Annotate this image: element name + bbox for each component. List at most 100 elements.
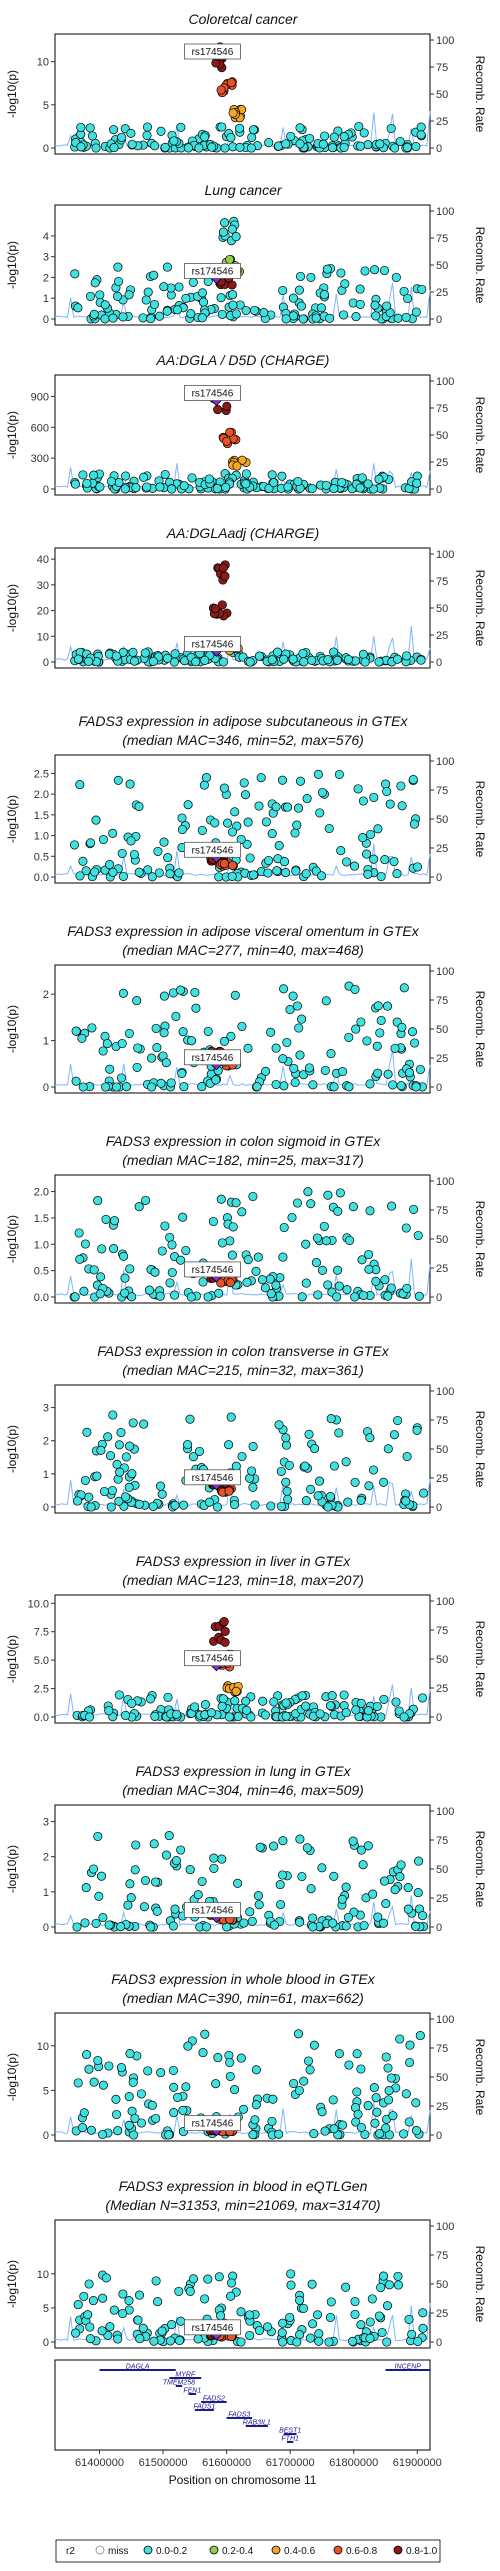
snp-point: [396, 781, 406, 791]
snp-point: [183, 800, 193, 810]
snp-point: [225, 2071, 235, 2081]
snp-point: [356, 1017, 366, 1027]
snp-point: [198, 297, 209, 307]
snp-point: [297, 1691, 307, 1701]
snp-point: [151, 2276, 161, 2286]
snp-point: [169, 2082, 179, 2092]
snp-point: [286, 2280, 296, 2290]
snp-point: [96, 1272, 106, 1282]
snp-point: [239, 1918, 249, 1928]
snp-point: [225, 2057, 235, 2068]
snp-point: [151, 1023, 161, 1033]
snp-point: [281, 868, 291, 878]
snp-point: [162, 306, 172, 316]
y-tick-label: 2: [43, 1436, 49, 1448]
y-tick-label: 1: [43, 1887, 49, 1899]
snp-point: [364, 1264, 374, 1274]
snp-point: [98, 1912, 108, 1923]
snp-point: [78, 2123, 88, 2133]
snp-point: [389, 1430, 399, 1440]
snp-point: [412, 1425, 422, 1435]
y2-tick-label: 50: [436, 2072, 448, 2084]
x-tick-label: 61400000: [75, 2457, 124, 2469]
snp-point: [395, 2034, 405, 2044]
snp-point: [358, 833, 368, 843]
snp-point: [108, 1410, 118, 1420]
snp-point: [302, 794, 312, 804]
snp-point: [333, 1206, 343, 1216]
snp-point: [283, 1494, 293, 1504]
snp-point: [289, 1063, 299, 1073]
snp-point: [329, 484, 339, 494]
snp-point: [183, 2041, 193, 2051]
y2-axis-label: Recomb. Rate: [473, 397, 487, 474]
snp-point: [157, 2326, 167, 2336]
snp-point: [411, 1921, 421, 1931]
snp-point: [321, 1236, 331, 1246]
snp-point: [380, 1275, 390, 1285]
y2-tick-label: 25: [436, 116, 448, 128]
snp-point: [220, 218, 230, 228]
snp-point: [164, 2130, 174, 2140]
snp-point: [322, 264, 332, 274]
snp-point: [294, 1023, 304, 1033]
snp-point: [120, 1492, 131, 1502]
y-tick-label: 1: [43, 1036, 49, 1048]
snp-point: [213, 2053, 223, 2063]
snp-point: [413, 1230, 423, 1241]
snp-point: [378, 2271, 389, 2281]
snp-point: [77, 1033, 87, 1043]
snp-point: [313, 769, 323, 779]
y-tick-label: 0: [43, 657, 49, 669]
gene-label: FADS2: [203, 2396, 225, 2403]
legend-label: 0.6-0.8: [346, 2546, 378, 2557]
snp-point: [266, 1289, 276, 1299]
snp-point: [409, 1204, 419, 1214]
snp-point: [245, 2330, 255, 2340]
y-tick-label: 1: [43, 293, 49, 305]
snp-point: [223, 818, 233, 828]
snp-point: [418, 1911, 428, 1921]
snp-point: [70, 269, 80, 279]
snp-point: [147, 1082, 157, 1092]
snp-point: [123, 1900, 133, 1910]
gene-label: RAB3IL1: [243, 2420, 271, 2427]
snp-point: [213, 405, 223, 415]
snp-point: [319, 1221, 329, 1231]
snp-point: [388, 2111, 398, 2121]
snp-point: [194, 1446, 205, 1456]
y2-tick-label: 25: [436, 1893, 448, 1905]
snp-point: [160, 1221, 170, 1231]
snp-point: [170, 1290, 180, 1300]
y2-axis-label: Recomb. Rate: [473, 56, 487, 133]
panel-title: FADS3 expression in lung in GTEx: [135, 1763, 351, 1779]
y-axis-label: -log10(p): [5, 795, 19, 843]
snp-point: [355, 483, 365, 493]
snp-point: [127, 1292, 137, 1302]
y-tick-label: 0.5: [34, 1266, 49, 1278]
snp-point: [411, 2126, 422, 2136]
snp-point: [258, 1696, 268, 1706]
snp-point: [298, 648, 308, 659]
snp-point: [236, 2053, 246, 2063]
snp-point: [78, 856, 88, 866]
snp-point: [227, 224, 237, 234]
snp-point: [316, 303, 326, 313]
snp-point: [197, 825, 207, 835]
legend-swatch: [209, 2545, 219, 2555]
snp-point: [292, 820, 302, 830]
lead-snp-label: rs174546: [192, 266, 234, 277]
snp-point: [349, 861, 360, 871]
snp-point: [82, 2050, 92, 2060]
y2-tick-label: 0: [436, 314, 442, 326]
snp-point: [219, 1617, 229, 1627]
snp-point: [170, 1904, 180, 1914]
snp-point: [105, 2322, 115, 2332]
snp-point: [311, 313, 321, 323]
snp-point: [306, 1199, 316, 1209]
snp-point: [155, 482, 165, 492]
snp-point: [351, 1705, 361, 1715]
y2-axis-label: Recomb. Rate: [473, 2039, 487, 2116]
gene-label: MYRF: [175, 2372, 196, 2379]
snp-point: [376, 2282, 386, 2293]
